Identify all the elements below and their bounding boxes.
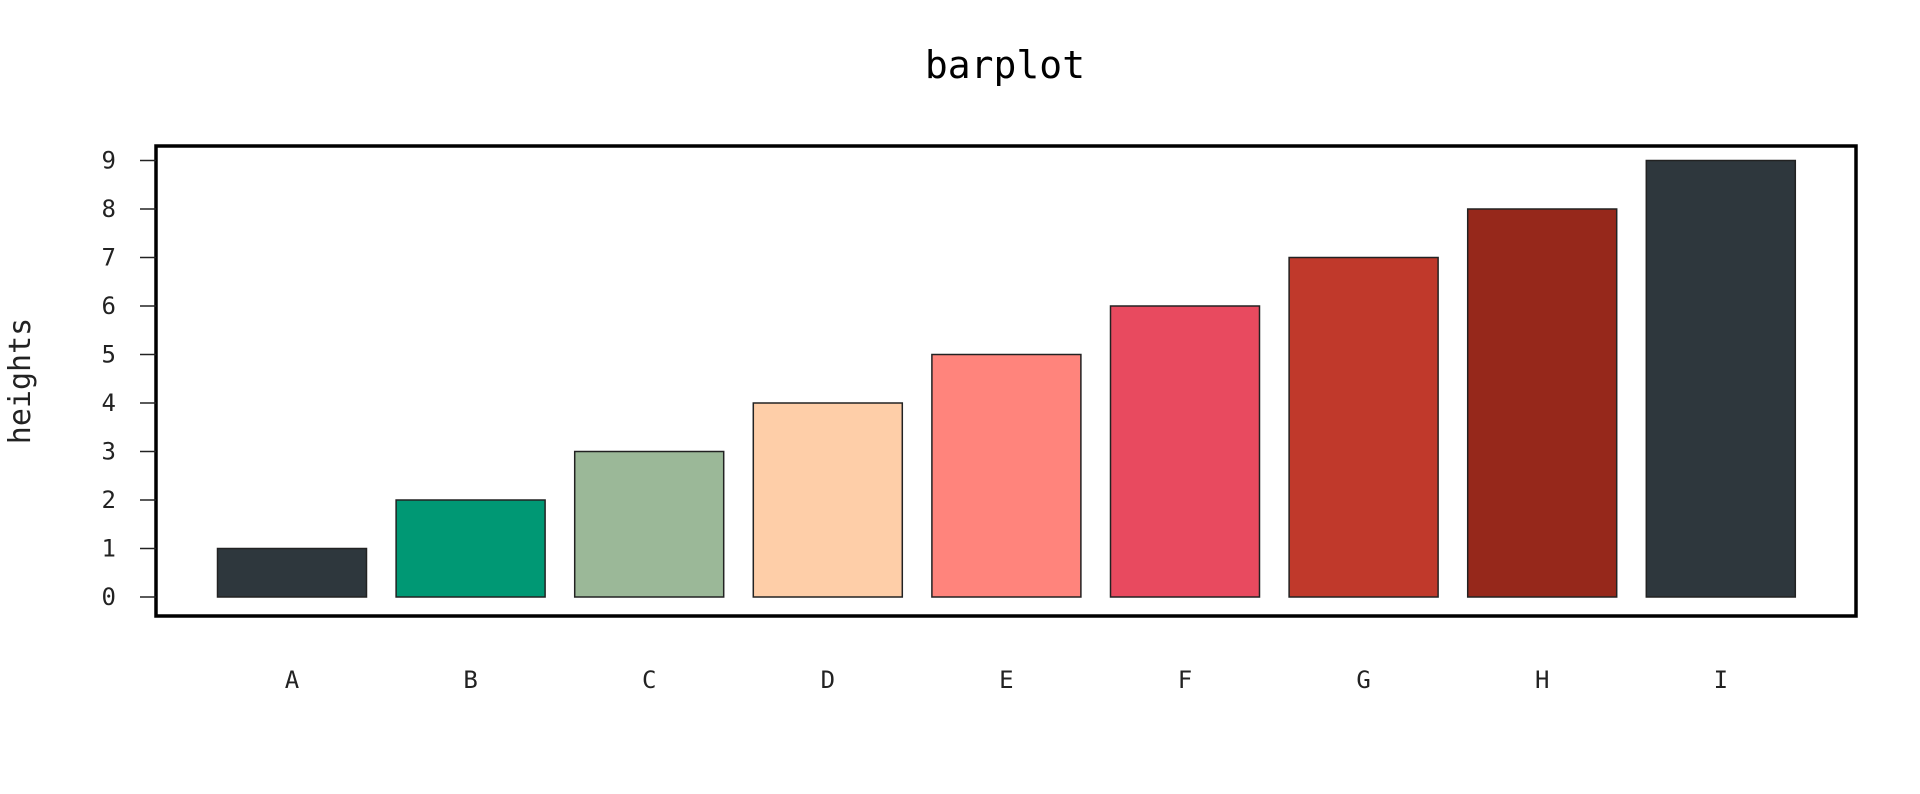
bar-a [216, 547, 368, 598]
x-tick-label-d: D [821, 666, 835, 694]
y-tick-label-8: 8 [102, 195, 116, 223]
x-tick-label-c: C [642, 666, 656, 694]
y-tick-label-3: 3 [102, 438, 116, 466]
y-tick-label-6: 6 [102, 292, 116, 320]
y-tick-label-0: 0 [102, 583, 116, 611]
x-tick-label-a: A [285, 666, 300, 694]
bar-d [752, 402, 904, 598]
x-tick-label-h: H [1535, 666, 1549, 694]
bars-group [216, 159, 1797, 598]
y-tick-label-9: 9 [102, 147, 116, 175]
chart-title: barplot [925, 43, 1085, 87]
bar-f [1109, 305, 1261, 598]
y-axis-label: heights [3, 318, 38, 444]
y-tick-label-2: 2 [102, 486, 116, 514]
y-tick-label-5: 5 [102, 341, 116, 369]
y-tick-label-1: 1 [102, 535, 116, 563]
bar-e [931, 353, 1082, 598]
x-tick-label-g: G [1356, 666, 1370, 694]
plot-area-frame [154, 144, 1858, 618]
bar-b [395, 499, 546, 598]
bar-c [573, 450, 725, 598]
bar-h [1466, 208, 1618, 598]
x-tick-label-i: I [1714, 666, 1728, 694]
x-tick-label-e: E [999, 666, 1013, 694]
x-tick-label-b: B [463, 666, 477, 694]
y-tick-label-7: 7 [102, 244, 116, 272]
bar-i [1645, 159, 1797, 598]
y-tick-label-4: 4 [102, 389, 116, 417]
bar-g [1288, 256, 1439, 598]
y-axis-ticks: 0 1 2 3 4 5 6 7 8 9 [102, 147, 156, 611]
x-tick-label-f: F [1178, 666, 1192, 694]
x-axis-ticks: A B C D E F G H I [285, 666, 1728, 694]
